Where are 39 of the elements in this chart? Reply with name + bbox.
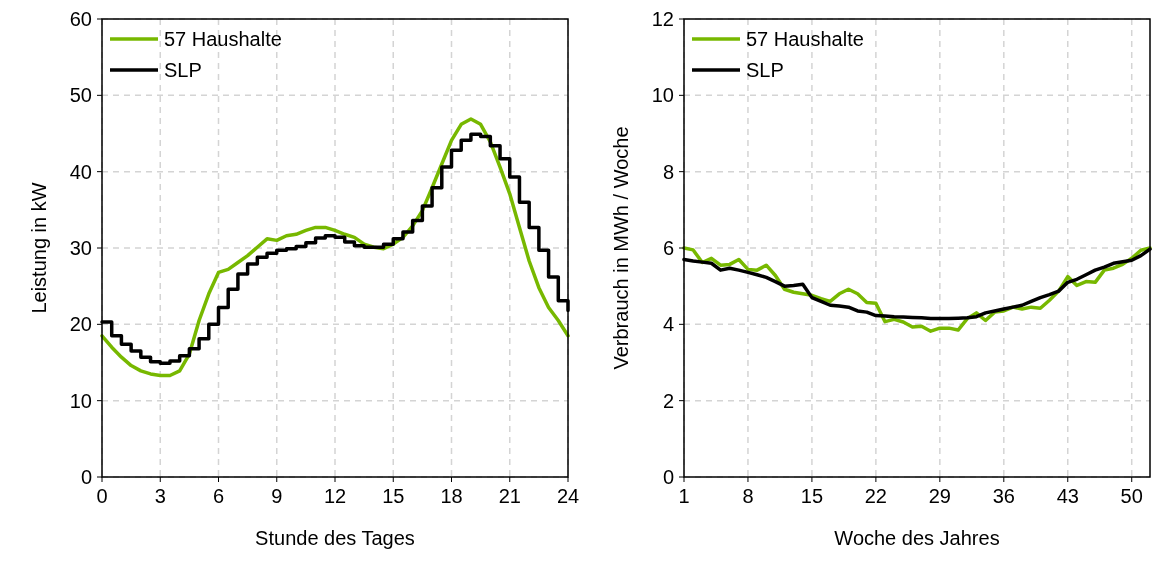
- y-tick-label: 2: [662, 389, 674, 412]
- y-tick-label: 30: [69, 237, 92, 259]
- x-tick-label: 22: [864, 485, 888, 507]
- y-tick-label: 60: [69, 8, 92, 30]
- x-tick-label: 24: [556, 485, 580, 507]
- y-tick-label: 10: [69, 389, 92, 412]
- x-tick-label: 9: [271, 485, 283, 507]
- x-tick-label: 15: [382, 485, 405, 507]
- x-tick-label: 1: [678, 485, 690, 507]
- y-tick-label: 40: [69, 160, 92, 183]
- y-tick-label: 20: [69, 313, 92, 336]
- x-tick-label: 0: [96, 485, 108, 507]
- x-tick-label: 8: [742, 485, 754, 507]
- x-tick-label: 3: [154, 485, 166, 507]
- y-tick-label: 6: [662, 237, 674, 259]
- y-tick-label: 10: [651, 84, 674, 107]
- x-tick-label: 6: [212, 485, 225, 507]
- y-axis-title: Leistung in kW: [28, 182, 50, 314]
- y-tick-label: 8: [662, 160, 674, 183]
- x-axis-title: Stunde des Tages: [255, 527, 415, 549]
- x-tick-label: 43: [1056, 485, 1079, 507]
- legend-label: 57 Haushalte: [746, 28, 864, 50]
- legend-label: SLP: [164, 59, 202, 81]
- x-axis-title: Woche des Jahres: [834, 527, 1000, 549]
- x-tick-label: 18: [440, 485, 463, 507]
- x-tick-label: 29: [928, 485, 951, 507]
- legend-label: 57 Haushalte: [164, 28, 282, 50]
- y-tick-label: 50: [69, 84, 92, 107]
- legend-label: SLP: [746, 59, 784, 81]
- x-tick-label: 21: [498, 485, 521, 507]
- y-tick-label: 0: [662, 466, 674, 488]
- y-tick-label: 0: [80, 466, 92, 488]
- x-tick-label: 36: [992, 485, 1015, 507]
- x-tick-label: 12: [323, 485, 347, 507]
- y-tick-label: 12: [651, 8, 674, 30]
- x-tick-label: 50: [1120, 485, 1143, 507]
- x-tick-label: 15: [800, 485, 824, 507]
- y-tick-label: 4: [662, 313, 674, 336]
- y-axis-title: Verbrauch in MWh / Woche: [610, 126, 632, 370]
